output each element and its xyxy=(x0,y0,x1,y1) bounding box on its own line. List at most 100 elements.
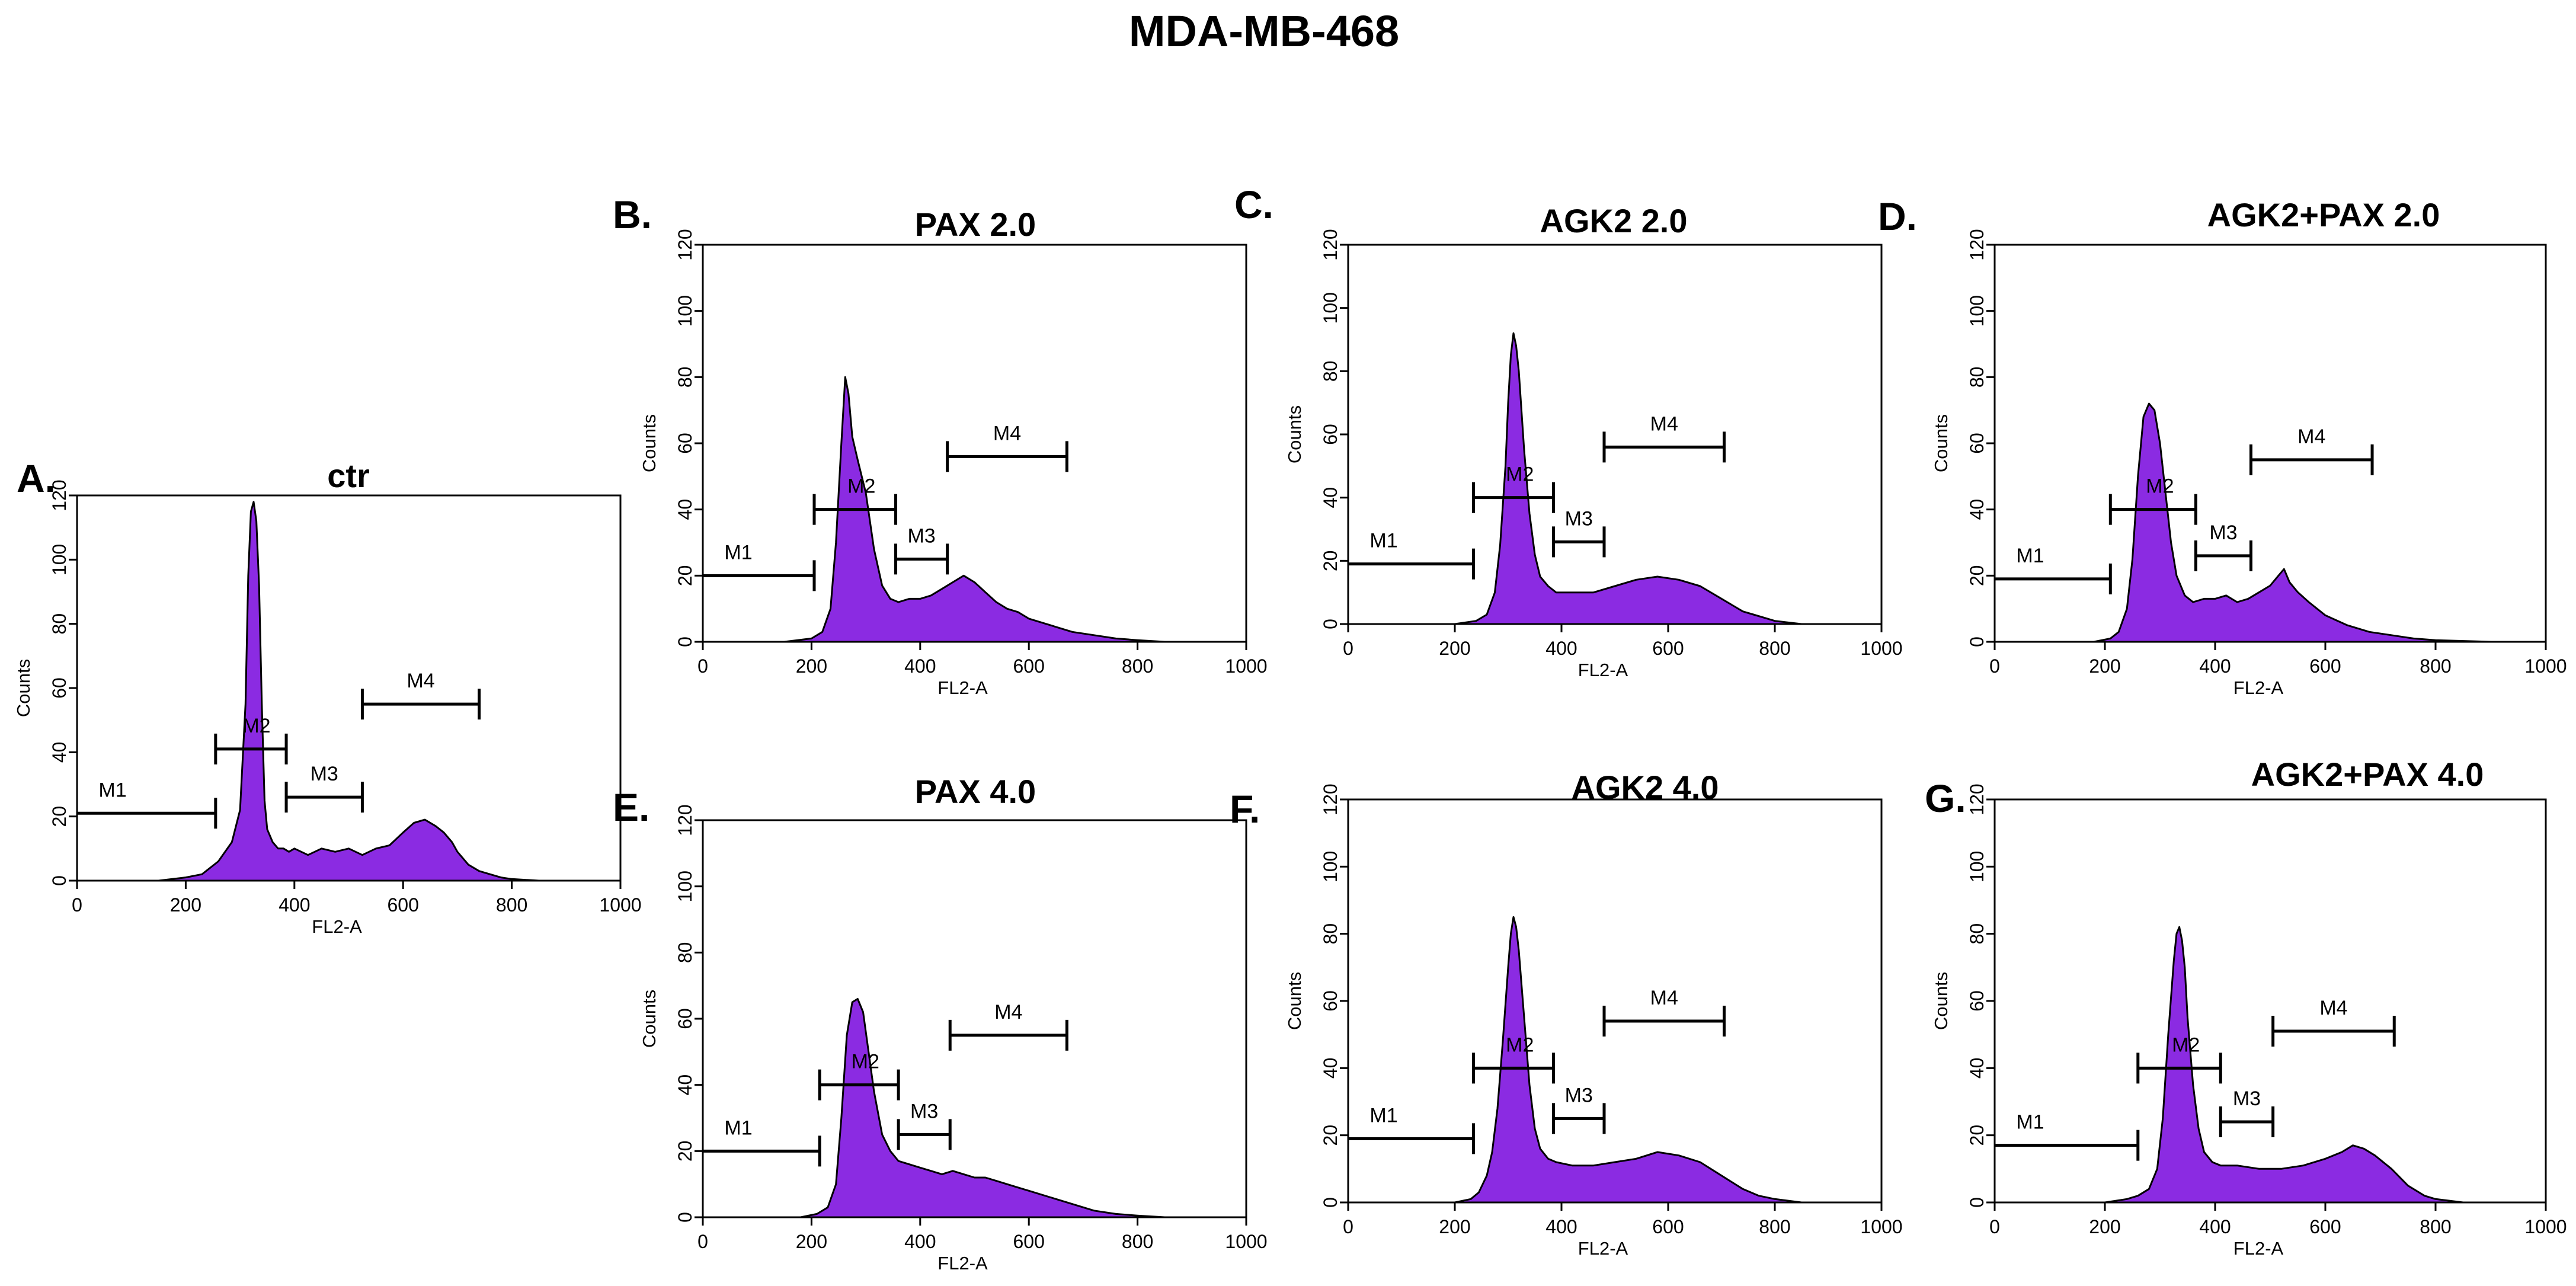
y-tick-label: 120 xyxy=(49,479,70,511)
marker-label: M2 xyxy=(847,475,875,498)
histogram-area xyxy=(1454,916,1803,1204)
y-tick-label: 100 xyxy=(1320,851,1341,882)
marker-label: M1 xyxy=(1369,1104,1397,1127)
marker-m1: M1 xyxy=(703,1117,821,1167)
marker-label: M3 xyxy=(1565,1084,1593,1106)
panel-title: AGK2+PAX 2.0 xyxy=(2207,196,2440,233)
y-tick-label: 80 xyxy=(674,942,696,964)
histogram-panel-c: C. AGK2 2.0 0 200 400 600 800 1000 0 20 40 60 80 100 1… xyxy=(1234,183,1903,680)
y-tick-label: 40 xyxy=(49,742,70,763)
plot-frame xyxy=(1993,798,2547,1204)
x-tick-label: 200 xyxy=(2089,655,2120,677)
x-tick-label: 200 xyxy=(796,655,827,677)
x-axis-label: FL2-A xyxy=(1578,660,1628,680)
marker-m2: M2 xyxy=(1472,1034,1555,1084)
x-tick-label: 0 xyxy=(697,655,708,677)
histogram-panel-g: G. AGK2+PAX 4.0 0 200 400 600 800 1000 0 20 40 60 80… xyxy=(1925,756,2567,1259)
y-axis-label: Counts xyxy=(1284,972,1305,1030)
y-tick-label: 0 xyxy=(49,875,70,886)
x-tick-label: 1000 xyxy=(1860,1216,1902,1237)
marker-m3: M3 xyxy=(284,763,364,813)
x-tick-label: 600 xyxy=(388,894,419,916)
y-tick-label: 20 xyxy=(674,565,696,587)
panel-title: AGK2+PAX 4.0 xyxy=(2251,756,2484,793)
plot-frame xyxy=(76,494,622,882)
x-tick-label: 1000 xyxy=(1860,638,1902,659)
y-tick-label: 120 xyxy=(1320,783,1341,815)
marker-m2: M2 xyxy=(214,715,288,764)
marker-label: M1 xyxy=(98,779,126,801)
y-tick-label: 100 xyxy=(1966,851,1988,882)
marker-m3: M3 xyxy=(2219,1087,2275,1137)
y-tick-label: 0 xyxy=(1320,619,1341,629)
marker-m1: M1 xyxy=(1348,1104,1475,1154)
marker-label: M3 xyxy=(1565,507,1593,530)
x-tick-label: 600 xyxy=(1652,638,1684,659)
x-tick-label: 1000 xyxy=(599,894,641,916)
histogram-panel-f: F. AGK2 4.0 0 200 400 600 800 1000 0 20 40 60 80 100 1… xyxy=(1230,769,1903,1259)
marker-label: M3 xyxy=(907,524,935,547)
x-tick-label: 600 xyxy=(1013,655,1045,677)
marker-label: M1 xyxy=(724,1117,752,1139)
marker-m1: M1 xyxy=(1995,545,2112,594)
marker-m2: M2 xyxy=(812,475,898,525)
y-tick-label: 40 xyxy=(1320,487,1341,508)
x-tick-label: 200 xyxy=(170,894,201,916)
y-tick-label: 40 xyxy=(1320,1058,1341,1079)
y-tick-label: 100 xyxy=(674,871,696,902)
x-axis-label: FL2-A xyxy=(1578,1238,1628,1259)
marker-m1: M1 xyxy=(1348,530,1475,580)
y-tick-label: 0 xyxy=(674,636,696,647)
x-axis-label: FL2-A xyxy=(937,677,988,698)
x-tick-label: 400 xyxy=(904,1231,936,1252)
y-tick-label: 100 xyxy=(1966,295,1988,327)
marker-label: M3 xyxy=(311,763,338,785)
y-axis-label: Counts xyxy=(639,990,660,1048)
x-tick-label: 1000 xyxy=(1225,1231,1267,1252)
y-tick-label: 100 xyxy=(1320,292,1341,324)
y-tick-label: 60 xyxy=(674,433,696,454)
x-tick-label: 800 xyxy=(1122,1231,1153,1252)
y-tick-label: 80 xyxy=(1966,923,1988,945)
panel-letter: D. xyxy=(1878,194,1917,238)
marker-m3: M3 xyxy=(897,1100,952,1150)
panel-letter: F. xyxy=(1230,787,1260,831)
x-tick-label: 600 xyxy=(1652,1216,1684,1237)
figure-title: MDA-MB-468 xyxy=(1129,7,1399,56)
x-tick-label: 400 xyxy=(1545,638,1577,659)
plot-frame xyxy=(702,819,1247,1218)
y-tick-label: 20 xyxy=(49,806,70,827)
x-tick-label: 0 xyxy=(1989,655,2000,677)
histogram-area xyxy=(799,998,1166,1218)
x-tick-label: 1000 xyxy=(2524,655,2567,677)
x-tick-label: 0 xyxy=(1343,1216,1353,1237)
x-tick-label: 1000 xyxy=(2524,1216,2567,1237)
marker-m4: M4 xyxy=(360,670,481,720)
marker-label: M1 xyxy=(724,541,752,564)
x-tick-label: 400 xyxy=(2199,1216,2231,1237)
x-tick-label: 0 xyxy=(72,894,82,916)
panel-letter: C. xyxy=(1234,183,1273,226)
panel-letter: G. xyxy=(1925,776,1966,820)
marker-m1: M1 xyxy=(77,779,217,829)
y-axis-label: Counts xyxy=(1284,405,1305,463)
y-tick-label: 100 xyxy=(49,544,70,575)
x-tick-label: 400 xyxy=(279,894,310,916)
marker-m3: M3 xyxy=(1552,507,1606,558)
marker-m4: M4 xyxy=(1602,987,1726,1037)
marker-label: M1 xyxy=(1369,530,1397,552)
y-axis-label: Counts xyxy=(13,659,34,717)
marker-m2: M2 xyxy=(1472,463,1555,513)
y-tick-label: 120 xyxy=(1966,229,1988,260)
y-tick-label: 60 xyxy=(674,1008,696,1029)
x-tick-label: 600 xyxy=(2309,655,2341,677)
histogram-area xyxy=(1454,332,1803,625)
y-tick-label: 80 xyxy=(674,367,696,388)
x-tick-label: 800 xyxy=(2420,655,2451,677)
marker-m2: M2 xyxy=(2108,475,2197,525)
histogram-area xyxy=(2104,926,2464,1204)
x-axis-label: FL2-A xyxy=(2233,1238,2284,1259)
x-tick-label: 200 xyxy=(1439,1216,1470,1237)
x-tick-label: 800 xyxy=(2420,1216,2451,1237)
x-tick-label: 800 xyxy=(1759,638,1790,659)
